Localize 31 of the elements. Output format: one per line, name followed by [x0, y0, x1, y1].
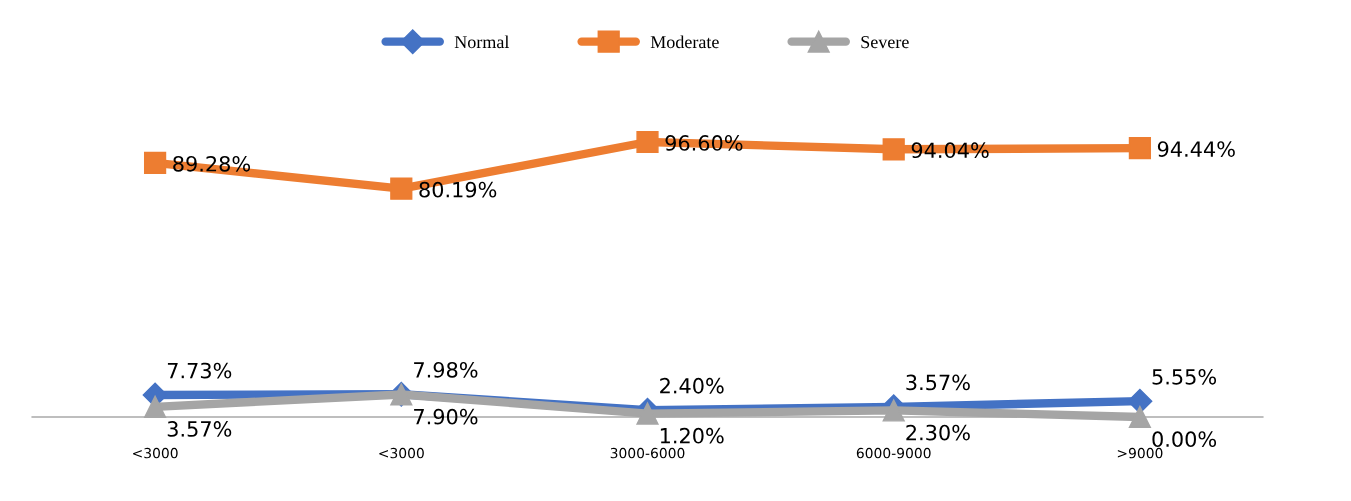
x-tick-label: 3000-6000 — [610, 447, 685, 459]
legend-label: Normal — [454, 35, 510, 49]
point — [143, 395, 167, 418]
data-label: 2.40% — [660, 377, 724, 394]
point — [1128, 405, 1152, 429]
point — [1127, 388, 1153, 414]
data-label: 3.57% — [906, 374, 970, 391]
x-tick-label: <3000 — [379, 447, 424, 459]
point — [1128, 137, 1152, 160]
point — [882, 138, 905, 161]
legend-label: Severe — [861, 36, 909, 49]
data-label: 0.00% — [1152, 431, 1217, 448]
x-tick-label: <3000 — [133, 447, 178, 459]
data-label: 1.20% — [660, 427, 724, 444]
data-label: 7.73% — [167, 362, 232, 379]
data-label: 89.28% — [173, 155, 251, 172]
x-tick-label: >9000 — [1117, 447, 1163, 459]
x-tick-label: 6000-9000 — [856, 447, 931, 459]
point — [636, 402, 659, 425]
data-label: 7.98% — [414, 361, 478, 378]
data-label: 3.57% — [167, 421, 232, 437]
data-label: 80.19% — [419, 181, 497, 198]
data-label: 94.44% — [1157, 141, 1235, 157]
point — [636, 130, 659, 154]
point — [390, 177, 413, 200]
legend-label: Moderate — [650, 35, 719, 49]
data-label: 5.55% — [1152, 368, 1217, 385]
point — [882, 399, 905, 422]
point — [143, 151, 167, 174]
data-label: 7.90% — [414, 408, 478, 425]
data-label: 2.30% — [906, 424, 970, 441]
